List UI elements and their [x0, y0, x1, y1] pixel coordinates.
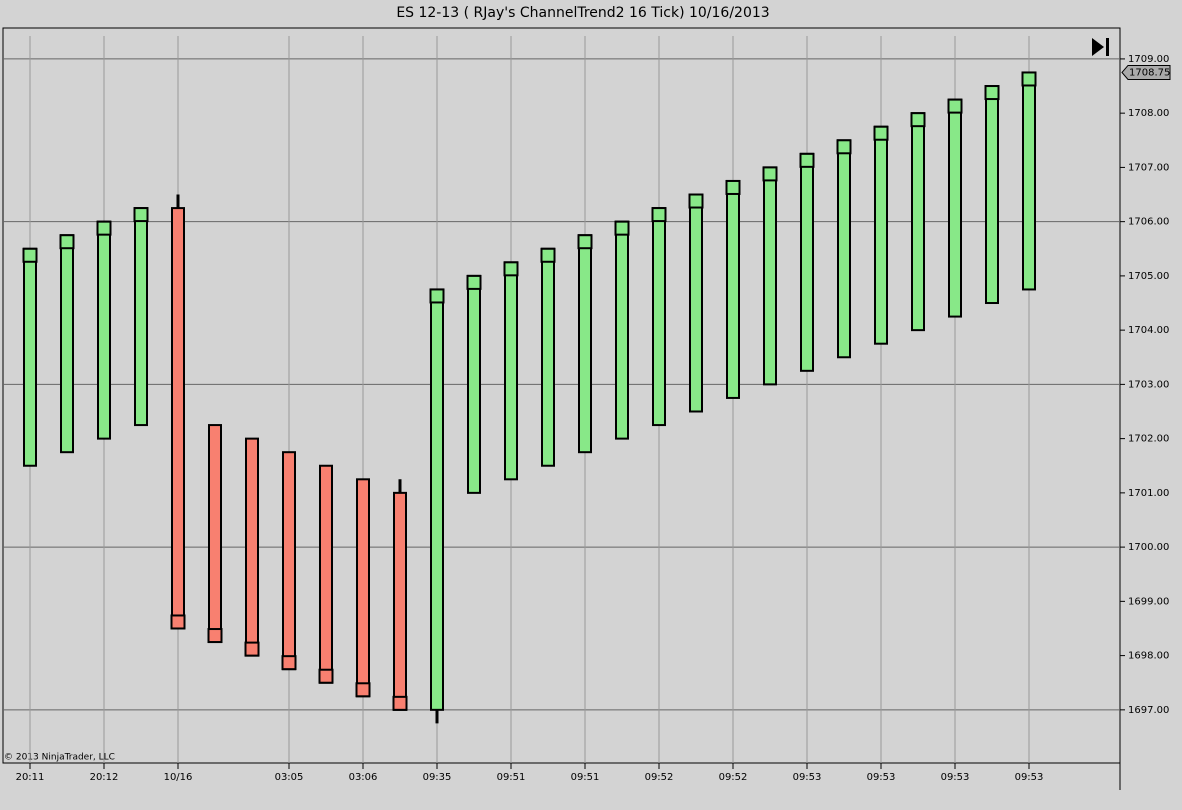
candle-body — [948, 98, 962, 318]
close-marker — [1021, 71, 1037, 87]
x-tick-label: 09:52 — [719, 772, 748, 783]
y-tick-label: 1706.00 — [1128, 217, 1169, 228]
watermark: © 2013 NinjaTrader, LLC — [4, 753, 115, 763]
last-price-label: 1708.75 — [1129, 67, 1170, 78]
candle-body — [837, 139, 851, 359]
plot-area — [2, 27, 1121, 764]
y-tick-label: 1703.00 — [1128, 379, 1169, 390]
x-tick-label: 20:11 — [16, 772, 45, 783]
candle-body — [504, 261, 518, 481]
x-tick-label: 10/16 — [164, 772, 193, 783]
y-tick-label: 1699.00 — [1128, 596, 1169, 607]
candle-body — [800, 152, 814, 372]
close-marker — [59, 234, 75, 250]
close-marker — [762, 166, 778, 182]
x-tick-label: 03:05 — [275, 772, 304, 783]
candle-body — [60, 234, 74, 454]
close-marker — [22, 247, 38, 263]
x-tick-label: 03:06 — [349, 772, 378, 783]
chart-title: ES 12-13 ( RJay's ChannelTrend2 16 Tick)… — [396, 5, 769, 21]
x-tick-label: 09:53 — [1015, 772, 1044, 783]
close-marker — [725, 179, 741, 195]
candle-body — [874, 125, 888, 345]
candle-body — [393, 491, 407, 711]
candle-body — [541, 247, 555, 467]
y-tick-label: 1707.00 — [1128, 162, 1169, 173]
x-tick-label: 09:35 — [423, 772, 452, 783]
candle-body — [763, 166, 777, 386]
y-tick-label: 1708.00 — [1128, 108, 1169, 119]
close-marker — [170, 614, 186, 630]
close-marker — [207, 628, 223, 644]
close-marker — [503, 261, 519, 277]
x-tick-label: 09:52 — [645, 772, 674, 783]
candle-body — [578, 234, 592, 454]
y-tick-label: 1701.00 — [1128, 488, 1169, 499]
candle-body — [689, 193, 703, 413]
candle-body — [23, 247, 37, 467]
close-marker — [910, 112, 926, 128]
last-price-tag — [1121, 64, 1171, 80]
candle-body — [985, 85, 999, 305]
scroll-end-button[interactable] — [1092, 38, 1109, 56]
x-tick-label: 09:53 — [941, 772, 970, 783]
close-marker — [614, 220, 630, 236]
candle-body — [97, 220, 111, 440]
y-tick-label: 1700.00 — [1128, 542, 1169, 553]
candle-body — [208, 424, 222, 644]
candle-body — [282, 451, 296, 671]
close-marker — [466, 274, 482, 290]
close-marker — [651, 207, 667, 223]
candle-body — [134, 207, 148, 427]
close-marker — [133, 207, 149, 223]
close-marker — [984, 85, 1000, 101]
candle-body — [171, 207, 185, 630]
candle-body — [319, 464, 333, 684]
close-marker — [429, 288, 445, 304]
y-tick-label: 1702.00 — [1128, 434, 1169, 445]
candle-body — [726, 179, 740, 399]
y-tick-label: 1705.00 — [1128, 271, 1169, 282]
close-marker — [947, 98, 963, 114]
candle-body — [356, 478, 370, 698]
close-marker — [244, 641, 260, 657]
end-bar-icon[interactable] — [1106, 38, 1109, 56]
y-tick-label: 1704.00 — [1128, 325, 1169, 336]
candle-body — [911, 112, 925, 332]
candle-body — [245, 437, 259, 657]
close-marker — [96, 220, 112, 236]
candle-body — [615, 220, 629, 440]
close-marker — [318, 668, 334, 684]
close-marker — [392, 695, 408, 711]
close-marker — [540, 247, 556, 263]
candle-body — [1022, 71, 1036, 291]
close-marker — [355, 682, 371, 698]
candle-body — [467, 274, 481, 494]
y-tick-label: 1709.00 — [1128, 54, 1169, 65]
play-icon[interactable] — [1092, 38, 1104, 56]
close-marker — [873, 125, 889, 141]
close-marker — [799, 152, 815, 168]
x-tick-label: 20:12 — [90, 772, 119, 783]
candle-body — [430, 288, 444, 711]
close-marker — [281, 655, 297, 671]
x-tick-label: 09:51 — [497, 772, 526, 783]
close-marker — [836, 139, 852, 155]
candle-body — [652, 207, 666, 427]
x-tick-label: 09:51 — [571, 772, 600, 783]
close-marker — [577, 234, 593, 250]
x-tick-label: 09:53 — [793, 772, 822, 783]
y-tick-label: 1698.00 — [1128, 651, 1169, 662]
y-tick-label: 1697.00 — [1128, 705, 1169, 716]
x-tick-label: 09:53 — [867, 772, 896, 783]
close-marker — [688, 193, 704, 209]
